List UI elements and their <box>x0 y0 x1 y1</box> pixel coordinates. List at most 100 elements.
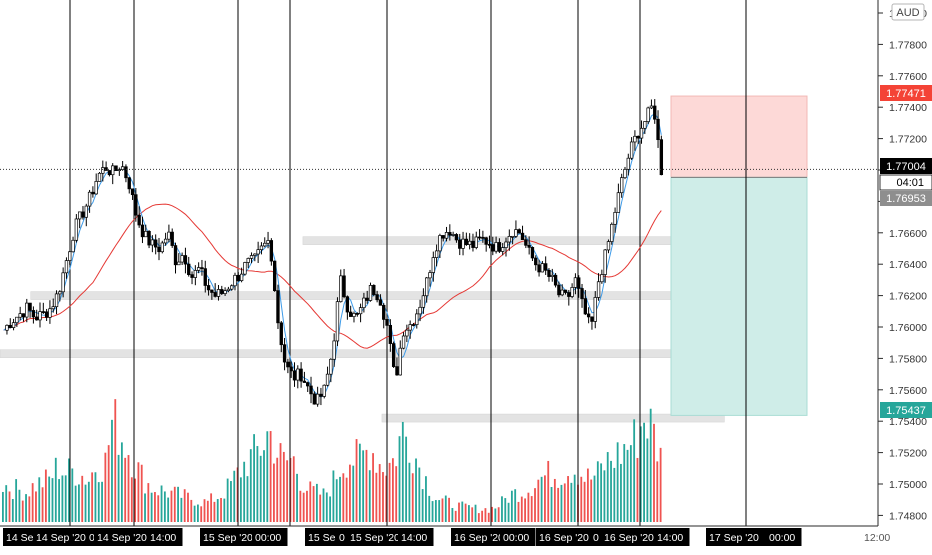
volume-bar <box>230 481 232 522</box>
volume-bar <box>382 472 384 522</box>
candle-body <box>124 166 128 179</box>
volume-bar <box>623 444 626 522</box>
volume-bar <box>547 460 550 522</box>
volume-bar <box>196 504 199 522</box>
volume-bar <box>626 449 629 522</box>
volume-bar <box>220 497 222 522</box>
position-tool-layer[interactable] <box>670 95 808 416</box>
candle-body <box>616 192 621 213</box>
candle-body <box>586 313 591 318</box>
volume-bar <box>87 481 90 522</box>
candle-body <box>388 325 393 344</box>
currency-label: AUD <box>896 7 919 19</box>
candles-layer <box>5 99 664 407</box>
candle-body <box>391 343 396 367</box>
volume-bar <box>563 483 566 522</box>
volume-bar <box>38 477 41 522</box>
volume-bar <box>520 496 523 522</box>
volume-bar <box>120 442 123 522</box>
volume-bar <box>335 479 338 522</box>
volume-bar <box>325 492 328 522</box>
candle-body <box>504 241 508 248</box>
candle-body <box>183 255 188 265</box>
time-axis[interactable]: 14 Se 14 Sep '20 0 14 Sep '20 14:00 15 Sep '2… <box>0 525 932 550</box>
candle-body <box>454 234 459 241</box>
support-resistance-zone <box>302 236 725 245</box>
volume-bar <box>91 472 94 522</box>
candle-body <box>309 385 313 395</box>
candle-body <box>154 239 158 248</box>
candle-body <box>444 232 449 239</box>
currency-badge[interactable]: AUD <box>891 3 925 21</box>
candle-body <box>81 211 85 218</box>
volume-bar <box>524 498 527 522</box>
slow-moving-average-line <box>3 203 662 349</box>
volume-bar <box>266 431 269 522</box>
time-label-bg <box>336 528 348 546</box>
candle-body <box>411 324 416 326</box>
candle-body <box>398 347 402 376</box>
volume-bar <box>398 436 401 522</box>
volume-bar <box>514 489 517 522</box>
time-label-bg <box>3 528 39 546</box>
volume-bar <box>203 499 206 522</box>
volume-bar <box>11 499 14 522</box>
volume-bar <box>620 463 622 522</box>
volume-bar <box>137 462 140 522</box>
candle-body <box>239 273 244 281</box>
candle-body <box>342 275 346 298</box>
candle-body <box>451 234 455 236</box>
time-label-bg <box>200 528 265 546</box>
candle-body <box>620 177 624 194</box>
volume-bar <box>368 470 371 522</box>
candle-body <box>557 284 561 296</box>
volume-bar <box>636 457 639 522</box>
volume-bar <box>18 489 21 522</box>
candle-body <box>263 242 267 247</box>
volume-bar <box>477 513 480 522</box>
candle-body <box>481 237 485 239</box>
volume-bar <box>15 479 18 522</box>
candle-body <box>272 260 277 292</box>
volume-bar <box>586 468 589 522</box>
time-tick-label: 12:00 <box>864 532 890 544</box>
candle-body <box>544 263 548 271</box>
entry-price-label-bg <box>880 191 932 206</box>
time-label-bg <box>398 528 434 546</box>
time-tick-label: 14 Se <box>6 532 34 544</box>
volume-bar <box>210 493 213 522</box>
stop-price-label-bg <box>880 85 932 101</box>
time-label-bg <box>654 528 690 546</box>
volume-bar <box>639 426 642 522</box>
volume-bar <box>497 507 500 522</box>
candle-body <box>501 247 505 252</box>
current-price-label-bg <box>880 158 932 174</box>
time-label-bg <box>536 528 601 546</box>
candle-body <box>282 344 287 363</box>
volume-bar <box>517 501 520 522</box>
volume-bar <box>187 492 189 522</box>
volume-bar <box>468 505 470 522</box>
candle-body <box>418 306 422 315</box>
price-tick-label: 1.75200 <box>889 448 927 460</box>
volume-bar <box>154 492 156 522</box>
volume-bar <box>613 467 616 522</box>
volume-bar <box>629 445 632 522</box>
volume-bar <box>206 500 209 522</box>
price-tick-label: 1.75400 <box>889 416 927 428</box>
candle-body <box>249 255 254 259</box>
candle-body <box>54 293 59 308</box>
countdown-label: 04:01 <box>896 177 924 189</box>
candle-body <box>408 324 412 331</box>
candle-body <box>345 296 350 313</box>
volume-bar <box>163 491 166 522</box>
candle-body <box>226 288 231 292</box>
candle-body <box>325 373 330 386</box>
time-tick-label: 14:00 <box>657 532 683 544</box>
time-label-bg <box>500 528 536 546</box>
volume-bar <box>580 476 583 522</box>
time-tick-label: 0 <box>593 532 599 544</box>
volume-bar <box>411 473 414 522</box>
